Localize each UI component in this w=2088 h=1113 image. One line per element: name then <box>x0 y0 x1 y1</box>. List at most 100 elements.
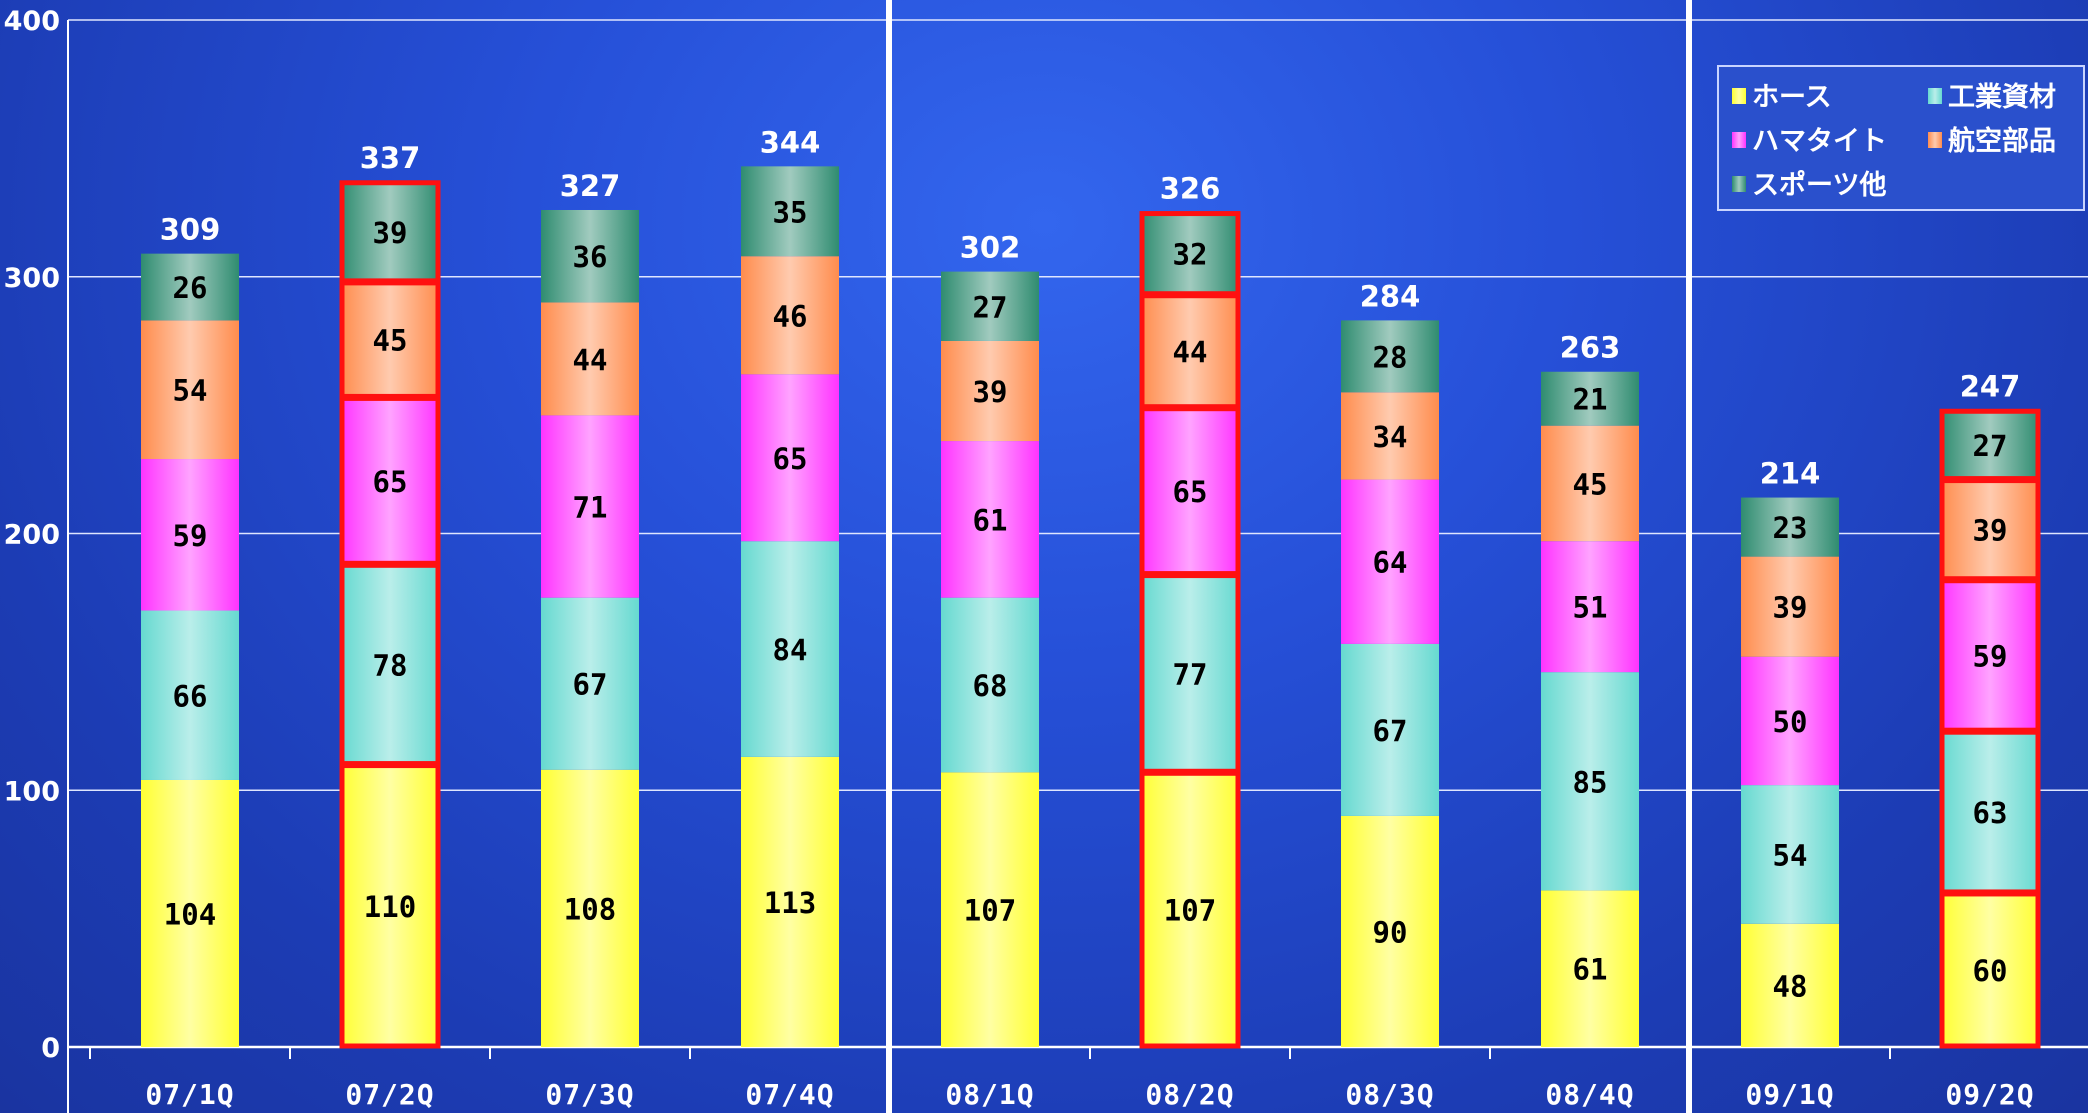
bar-07-4q-series-0 <box>741 756 839 1047</box>
bar-08-1q-series-2 <box>941 441 1039 598</box>
bar-07-2q-series-0 <box>341 764 439 1047</box>
data-label: 39 <box>373 216 408 250</box>
bar-08-2q-series-4 <box>1141 212 1239 295</box>
bar-09-1q-series-0 <box>1741 923 1839 1047</box>
bar-07-2q-series-3 <box>341 281 439 398</box>
bar-07-4q-series-1 <box>741 541 839 757</box>
bar-08-4q-series-0 <box>1541 890 1639 1047</box>
legend-label-2: ハマタイト <box>1752 126 1887 157</box>
data-label: 23 <box>1773 511 1808 545</box>
y-axis-ticks: 0 100 200 300 400 <box>4 6 60 1064</box>
data-label: 64 <box>1373 546 1408 580</box>
bar-08-1q-series-1 <box>941 597 1039 773</box>
data-label: 45 <box>373 324 408 358</box>
data-label: 27 <box>973 290 1008 324</box>
data-label: 108 <box>564 892 616 926</box>
bar-07-3q-series-1 <box>541 597 639 770</box>
x-tick-label-07-2q: 07/2Q <box>345 1078 434 1111</box>
legend-swatch-0 <box>1732 88 1746 104</box>
data-label: 66 <box>173 679 208 713</box>
total-label-07-4q: 344 <box>760 125 821 159</box>
data-label: 67 <box>1373 714 1408 748</box>
bar-07-4q-series-3 <box>741 256 839 375</box>
bar-07-3q-series-4 <box>541 209 639 303</box>
x-tick-label-09-2q: 09/2Q <box>1945 1078 2034 1111</box>
bar-09-2q-series-0 <box>1941 892 2039 1047</box>
bar-08-2q-series-1 <box>1141 574 1239 773</box>
bar-07-1q-series-1 <box>141 610 239 780</box>
bar-stack-07-1q: 104 66 59 54 26 309 <box>141 213 239 1047</box>
x-tick-label-07-4q: 07/4Q <box>745 1078 834 1111</box>
data-label: 26 <box>173 271 208 305</box>
legend-swatch-4 <box>1732 176 1746 192</box>
data-label: 60 <box>1973 954 2008 988</box>
bar-07-2q-series-4 <box>341 181 439 282</box>
bar-09-2q-series-4 <box>1941 410 2039 480</box>
bar-07-4q-series-4 <box>741 166 839 257</box>
data-label: 54 <box>1773 838 1808 872</box>
data-label: 44 <box>573 343 608 377</box>
data-label: 77 <box>1173 657 1208 691</box>
bar-stack-07-2q: 110 78 65 45 39 337 <box>339 141 441 1049</box>
bar-08-2q-series-0 <box>1141 772 1239 1047</box>
bar-08-4q-series-2 <box>1541 541 1639 673</box>
bar-07-2q-series-1 <box>341 564 439 765</box>
legend-label-4: スポーツ他 <box>1752 170 1886 201</box>
bar-08-2q-series-2 <box>1141 407 1239 575</box>
data-label: 50 <box>1773 705 1808 739</box>
bar-stack-08-4q: 61 85 51 45 21 263 <box>1541 331 1639 1047</box>
bar-stack-08-3q: 90 67 64 34 28 284 <box>1341 279 1439 1047</box>
data-label: 65 <box>373 465 408 499</box>
data-label: 39 <box>1973 514 2008 548</box>
year-dividers <box>886 0 1692 1113</box>
data-label: 90 <box>1373 915 1408 949</box>
data-label: 28 <box>1373 340 1408 374</box>
data-label: 71 <box>573 491 608 525</box>
bar-08-4q-series-1 <box>1541 672 1639 891</box>
bar-09-1q-series-4 <box>1741 497 1839 557</box>
data-label: 85 <box>1573 765 1608 799</box>
total-label-09-1q: 214 <box>1760 457 1821 491</box>
bar-07-2q-series-2 <box>341 397 439 565</box>
data-label: 32 <box>1173 238 1208 272</box>
data-label: 107 <box>1164 894 1216 928</box>
y-tick-label-0: 0 <box>41 1033 60 1064</box>
data-label: 21 <box>1573 383 1608 417</box>
bar-09-1q-series-3 <box>1741 556 1839 657</box>
data-label: 61 <box>973 503 1008 537</box>
total-label-07-3q: 327 <box>560 169 621 203</box>
bar-08-4q-series-3 <box>1541 425 1639 542</box>
bars: 104 66 59 54 26 309 110 78 65 45 39 337 108 67 71 44 36 3… <box>141 125 2041 1049</box>
bar-stack-09-2q: 60 63 59 39 27 247 <box>1939 369 2041 1049</box>
bar-09-1q-series-1 <box>1741 785 1839 924</box>
data-label: 48 <box>1773 969 1808 1003</box>
legend-swatch-3 <box>1928 132 1942 148</box>
data-label: 68 <box>973 669 1008 703</box>
total-label-07-2q: 337 <box>360 141 421 175</box>
bar-08-3q-series-4 <box>1341 320 1439 393</box>
bar-stack-09-1q: 48 54 50 39 23 214 <box>1741 457 1839 1047</box>
legend-label-3: 航空部品 <box>1948 125 2056 157</box>
bar-07-4q-series-2 <box>741 374 839 542</box>
x-tick-label-09-1q: 09/1Q <box>1745 1078 1834 1111</box>
bar-07-1q-series-3 <box>141 320 239 460</box>
bar-08-4q-series-4 <box>1541 371 1639 426</box>
data-label: 65 <box>773 442 808 476</box>
data-label: 104 <box>164 897 216 931</box>
bar-07-1q-series-2 <box>141 459 239 611</box>
bar-07-3q-series-0 <box>541 769 639 1047</box>
data-label: 54 <box>173 374 208 408</box>
data-label: 61 <box>1573 953 1608 987</box>
bar-stack-08-2q: 107 77 65 44 32 326 <box>1139 172 1241 1049</box>
highlight-box-07-2q-series-4 <box>339 180 441 284</box>
bar-stack-07-3q: 108 67 71 44 36 327 <box>541 169 639 1047</box>
highlight-box-08-2q-series-4 <box>1139 211 1241 297</box>
y-tick-label-300: 300 <box>4 263 60 294</box>
y-tick-label-200: 200 <box>4 520 60 551</box>
bar-08-3q-series-2 <box>1341 479 1439 644</box>
total-label-09-2q: 247 <box>1960 369 2021 403</box>
x-tick-label-07-3q: 07/3Q <box>545 1078 634 1111</box>
bar-08-1q-series-3 <box>941 340 1039 442</box>
